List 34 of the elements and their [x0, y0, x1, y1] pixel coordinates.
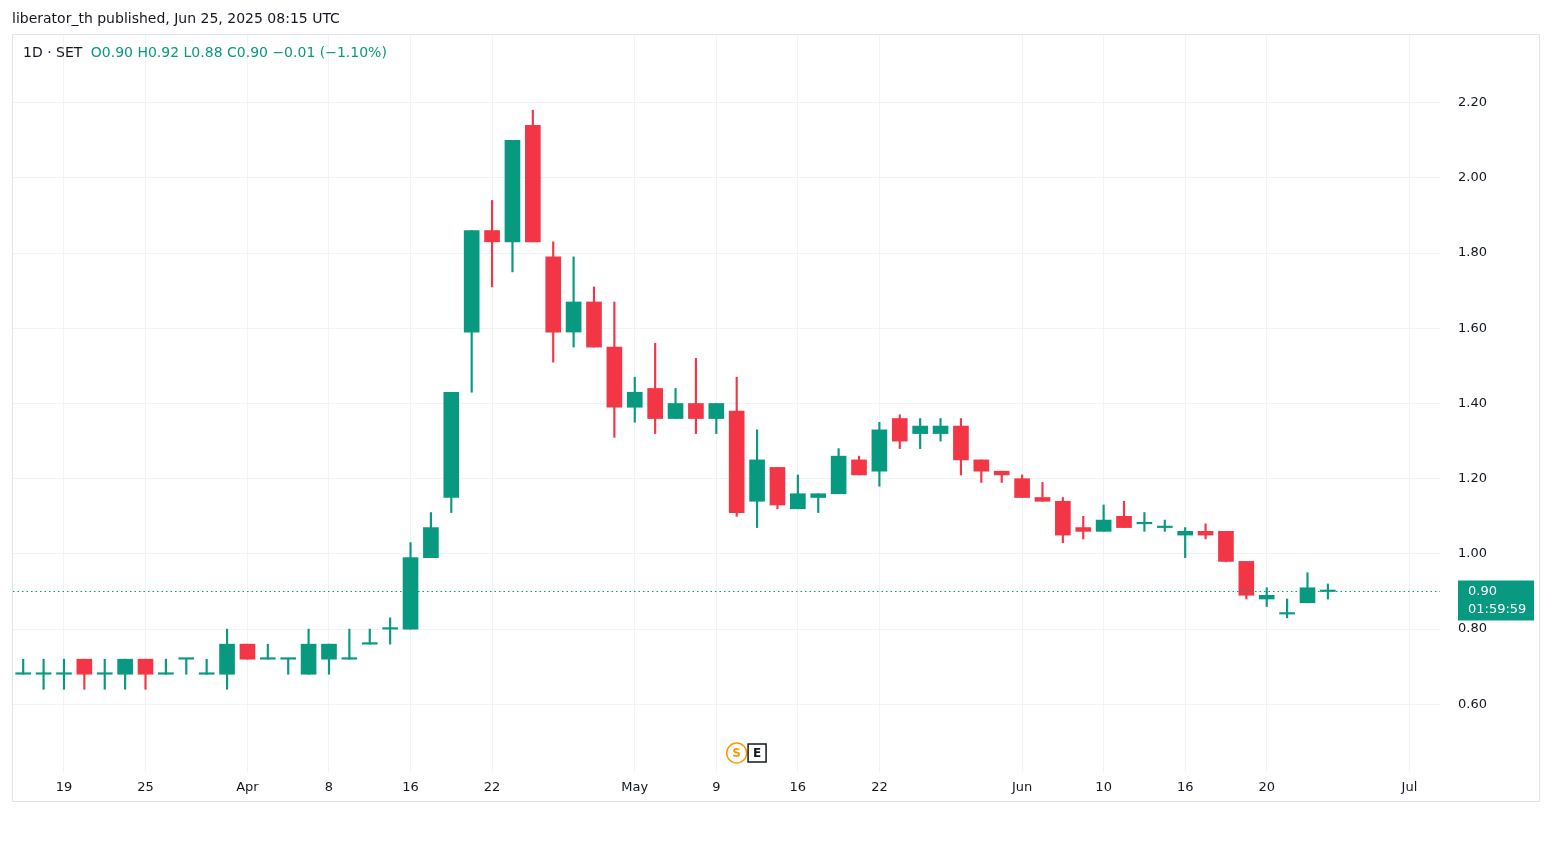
y-tick-label: 2.00 [1458, 169, 1487, 185]
annotation: E [752, 746, 762, 761]
text: 1D · SET [23, 44, 83, 60]
x-tick-label: Apr [236, 779, 260, 795]
x-tick-label: 25 [137, 779, 154, 795]
x-tick-label: 20 [1258, 779, 1275, 795]
y-tick-label: 1.40 [1458, 394, 1487, 410]
x-tick-label: 22 [871, 779, 888, 795]
y-tick-label: 1.20 [1458, 470, 1487, 486]
x-tick-label: 16 [1176, 779, 1194, 795]
x-tick-label: 19 [55, 779, 73, 795]
candlestick [1034, 482, 1051, 502]
y-tick-label: 1.60 [1458, 319, 1487, 335]
y-tick-label: 1.80 [1458, 244, 1487, 260]
candlestick [35, 658, 52, 690]
text: 01:59:59 [1468, 600, 1527, 616]
x-tick-label: 22 [483, 779, 501, 795]
ref-line-label: 0.90 [1468, 582, 1497, 598]
y-tick-label: 1.00 [1458, 545, 1487, 561]
y-tick-label: 0.60 [1458, 695, 1487, 711]
x-tick-label: 16 [789, 779, 807, 795]
y-tick-label: 0.80 [1458, 620, 1487, 636]
annotation: S [732, 746, 742, 761]
x-tick-label: 9 [712, 779, 721, 795]
x-tick-label: Jun [1010, 779, 1033, 795]
y-tick-label: 2.20 [1458, 94, 1487, 110]
candlestick [932, 418, 949, 442]
x-tick-label: 10 [1095, 779, 1112, 795]
x-tick-label: 16 [402, 779, 419, 795]
text: liberator_th published, Jun 25, 2025 08:15 UTC [12, 10, 340, 26]
x-tick-label: 8 [324, 779, 334, 795]
x-tick-label: Jul [1400, 779, 1418, 795]
x-tick-label: May [621, 779, 649, 795]
text: O0.90 H0.92 L0.88 C0.90 −0.01 (−1.10%) [90, 44, 387, 60]
